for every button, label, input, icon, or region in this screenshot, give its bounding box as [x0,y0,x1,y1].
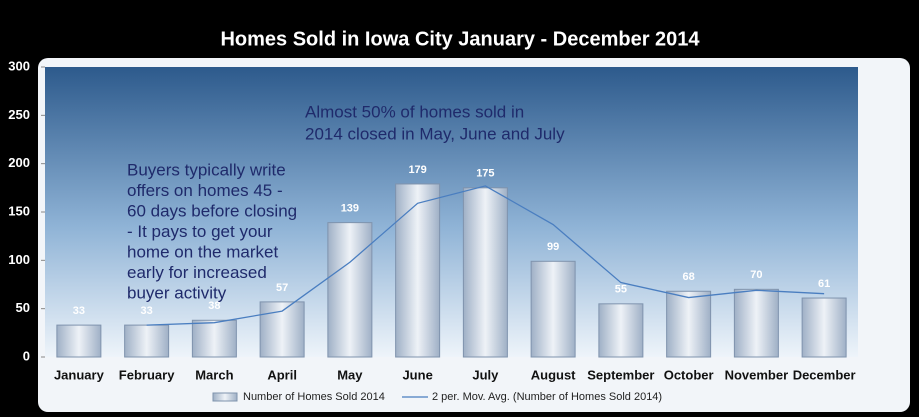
value-label: 55 [615,284,627,296]
bar [801,297,847,358]
y-tick-label: 0 [23,348,30,363]
legend-label: 2 per. Mov. Avg. (Number of Homes Sold 2… [432,391,662,403]
value-label: 61 [818,278,830,290]
annotation: home on the market [127,242,278,261]
value-label: 70 [750,269,762,281]
plot-area [45,67,858,357]
bar [598,303,644,358]
value-label: 33 [141,305,153,317]
y-tick-label: 100 [8,252,30,267]
x-tick-label: March [195,367,233,382]
x-tick-label: February [119,367,175,382]
x-tick-label: November [725,367,789,382]
value-label: 38 [208,300,220,312]
legend-swatch [212,392,238,402]
bar [191,319,237,358]
bar [259,301,305,358]
bar [666,290,712,358]
y-tick-label: 150 [8,203,30,218]
bar [327,222,373,358]
x-tick-label: May [337,367,363,382]
bar [395,183,441,358]
value-label: 139 [341,203,359,215]
x-tick-label: October [664,367,714,382]
annotation: early for increased [127,263,267,282]
y-tick-label: 50 [16,300,30,315]
moving-average-line [146,185,825,326]
value-label: 33 [73,305,85,317]
y-tick-label: 200 [8,155,30,170]
annotation: Almost 50% of homes sold in [305,102,524,121]
bar [462,187,508,358]
x-tick-label: September [587,367,654,382]
annotation: Buyers typically write [127,160,286,179]
value-label: 57 [276,282,288,294]
annotation: - It pays to get your [127,222,273,241]
value-label: 99 [547,241,559,253]
bar [56,324,102,358]
bar [530,260,576,358]
x-tick-label: June [402,367,432,382]
bar [733,288,779,358]
x-tick-label: August [531,367,576,382]
x-tick-label: December [793,367,856,382]
value-label: 179 [408,164,426,176]
y-tick-label: 300 [8,58,30,73]
bar [124,324,170,358]
annotation: buyer activity [127,283,227,302]
x-tick-label: April [267,367,297,382]
chart-title: Homes Sold in Iowa City January - Decemb… [220,28,700,50]
y-tick-label: 250 [8,107,30,122]
annotation: 2014 closed in May, June and July [305,124,565,143]
x-tick-label: July [472,367,499,382]
value-label: 175 [476,168,494,180]
x-tick-label: January [54,367,105,382]
annotation: 60 days before closing [127,201,297,220]
annotation: offers on homes 45 - [127,181,283,200]
value-label: 68 [683,271,695,283]
legend-label: Number of Homes Sold 2014 [243,391,385,403]
